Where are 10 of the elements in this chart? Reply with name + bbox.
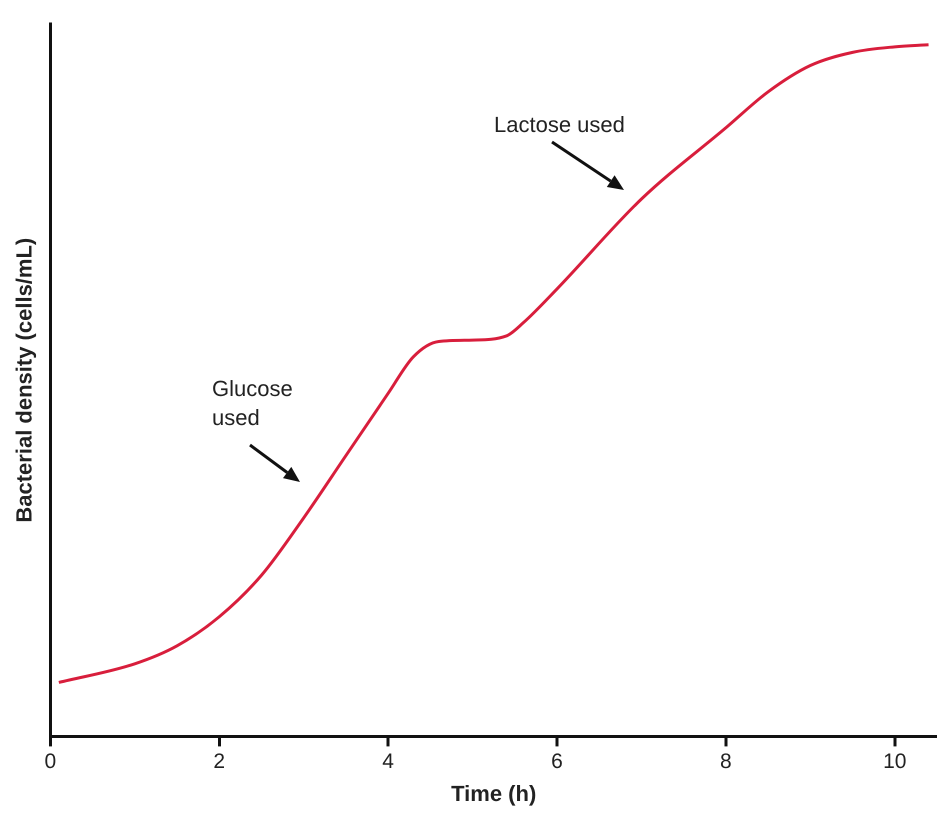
x-tick-label: 2 xyxy=(213,750,226,773)
x-axis-title: Time (h) xyxy=(451,780,536,806)
x-tick-label: 6 xyxy=(551,750,563,773)
annotation: Lactose used xyxy=(494,111,626,139)
y-axis-title: Bacterial density (cells/mL) xyxy=(11,238,36,523)
annotation: Glucose used xyxy=(212,375,294,432)
x-tick-label: 8 xyxy=(720,750,732,773)
x-tick-label: 10 xyxy=(883,750,906,773)
x-tick-label: 4 xyxy=(382,750,394,773)
x-tick-label: 0 xyxy=(44,750,56,773)
